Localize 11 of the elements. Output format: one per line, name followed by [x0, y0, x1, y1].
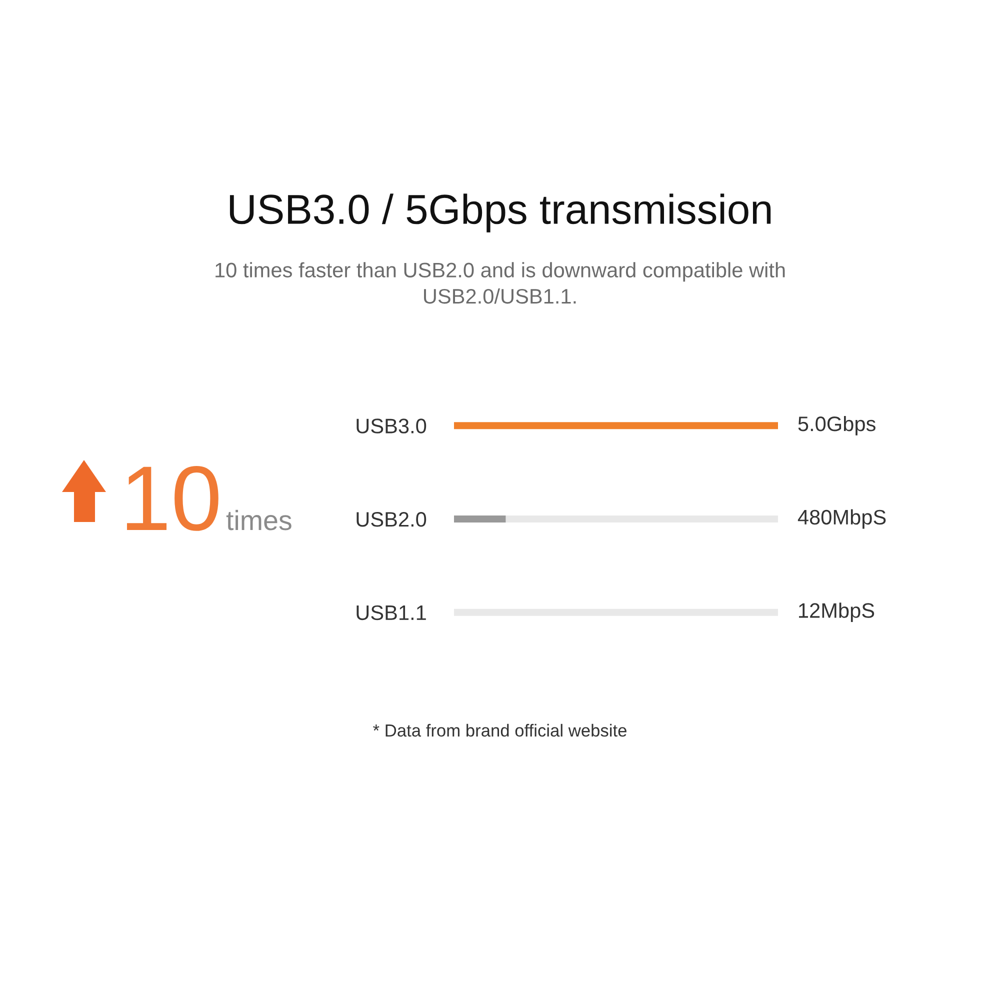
text: * Data from brand official website — [373, 724, 626, 737]
y-tick-label: USB1.1 — [356, 605, 426, 620]
text: 12MbpS — [799, 602, 874, 622]
y-tick-label: USB2.0 — [356, 512, 426, 527]
chart-subtitle: 10 times faster than USB2.0 and is downward compatible with USB2.0/USB1.1. — [216, 262, 785, 304]
text: times — [226, 510, 292, 530]
text: 5.0Gbps — [798, 416, 876, 436]
y-tick-label: USB3.0 — [356, 418, 426, 434]
chart-title: USB3.0 / 5Gbps transmission — [230, 194, 771, 232]
text: 10 — [126, 466, 218, 531]
text: 480MbpS — [798, 509, 886, 529]
